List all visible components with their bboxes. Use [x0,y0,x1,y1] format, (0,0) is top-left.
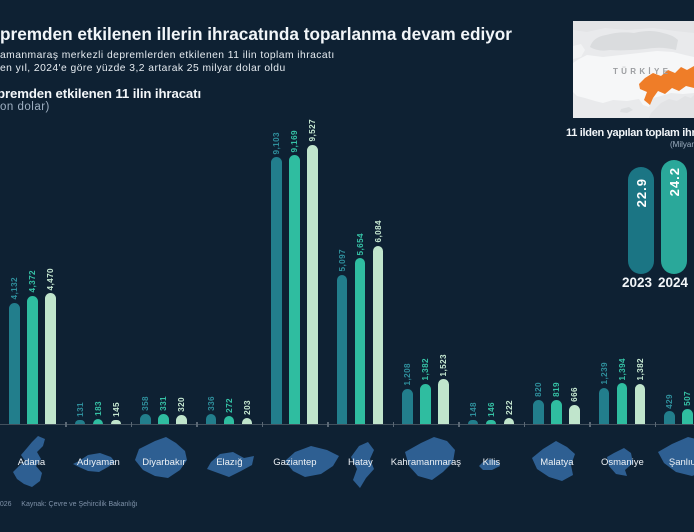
svg-text:TÜRKİYE: TÜRKİYE [613,67,671,76]
